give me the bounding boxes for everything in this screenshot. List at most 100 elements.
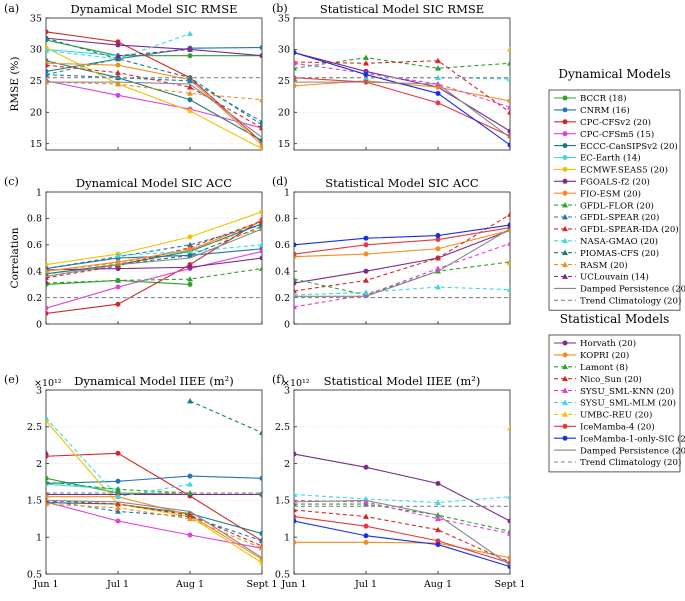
x-tick-label: Jul 1 — [106, 579, 129, 590]
series-cnrm-line — [46, 475, 262, 485]
series-fio-esm-line — [46, 496, 262, 560]
series-ecmwf-seas5-line — [46, 211, 262, 266]
legend-label: RASM (20) — [580, 260, 628, 271]
legend-label: FIO-ESM (20) — [580, 188, 641, 199]
series-lamont-line — [294, 503, 510, 532]
series-eccc-cansipsv2-line — [46, 502, 262, 535]
legend-swatch-point — [562, 155, 568, 160]
series-horvath-line — [294, 229, 510, 284]
series-nico-sun-point — [434, 254, 442, 261]
series-nasa-gmao-point — [46, 47, 50, 54]
series-icemamba-1-only-sic-point — [363, 72, 369, 78]
series-nico-sun-point — [362, 277, 370, 283]
y-scale-label: ×10¹² — [282, 378, 310, 389]
chart-panel-5: 0.5 1 1.5 2 2.5 3 Jun 1 Jul 1 Aug 1 Sept 1 Dynamic… — [4, 373, 278, 590]
series-kopri-point — [507, 555, 510, 561]
series-icemamba-1-only-sic-line — [294, 224, 510, 246]
y-tick-label: 3 — [36, 385, 42, 396]
y-tick-label: 0.5 — [27, 569, 42, 580]
series-piomas-cfs-point — [258, 429, 262, 436]
x-tick-label: Aug 1 — [423, 579, 452, 590]
legend-statistical: Statistical Models Horvath (20)KOPRI (20)… — [548, 312, 685, 473]
series-icemamba-1-only-sic-point — [507, 222, 510, 228]
series-rasm-point — [258, 96, 262, 103]
series-damped-persistence-line — [294, 81, 510, 138]
y-tick-label: 2 — [284, 459, 290, 470]
series-rasm — [46, 225, 262, 274]
series-gfdl-flor-point — [258, 265, 262, 271]
series-cnrm-point — [187, 473, 193, 479]
panel-label: (a) — [4, 2, 19, 15]
legend-label: ECCC-CanSIPSv2 (20) — [580, 141, 678, 152]
series-icemamba-4-point — [294, 251, 297, 257]
series-icemamba-1-only-sic-point — [363, 235, 369, 241]
series-horvath-point — [363, 464, 369, 470]
series-lamont-point — [294, 65, 298, 71]
series-sysu-sml-knn-point — [294, 60, 298, 66]
series-nico-sun-line — [294, 509, 510, 563]
legend-label: PIOMAS-CFS (20) — [580, 248, 659, 259]
y-tick-label: 2 — [36, 459, 42, 470]
series-rasm-line — [46, 503, 262, 549]
series-sysu-sml-knn-point — [506, 530, 510, 536]
series-sysu-sml-mlm — [294, 491, 510, 505]
legend-swatch-point — [562, 178, 568, 184]
legend-item-sysu-sml-mlm-20-: SYSU_SML-MLM (20) — [554, 398, 676, 409]
chart-panel-4: 0 0.2 0.4 0.6 0.8 1 Statistical Model SIC ACC (… — [272, 175, 511, 330]
series-uclouvain-point — [46, 278, 50, 285]
series-icemamba-4 — [294, 514, 510, 566]
series-gfdl-flor-point — [114, 277, 122, 283]
y-tick-label: 2.5 — [27, 422, 42, 433]
series-sysu-sml-knn-point — [434, 515, 442, 522]
series-icemamba-1-only-sic-point — [294, 518, 297, 524]
legend-label: Nico_Sun (20) — [580, 374, 642, 385]
legend-swatch-point — [561, 375, 569, 382]
series-layer — [294, 211, 510, 310]
series-cpc-cfsm5-point — [115, 284, 121, 290]
legend-label: GFDL-SPEAR (20) — [580, 212, 659, 223]
legend-label: Damped Persistence (20) — [580, 445, 685, 456]
chart-panel-3: 0 0.2 0.4 0.6 0.8 1 Dynamical Model SIC ACC Cor… — [4, 175, 263, 330]
series-gfdl-spear-point — [114, 508, 122, 514]
series-cnrm-point — [259, 45, 262, 51]
chart-panel-1: 15 20 25 30 35 Dynamical Model SIC RMSE RMSE (… — [4, 2, 263, 151]
series-cpc-cfsv2-line — [46, 219, 262, 314]
chart-panel-2: 15 20 25 30 35 Statistical Model SIC RMSE (b) — [272, 2, 511, 151]
chart-title: Statistical Model IIEE (m²) — [324, 374, 481, 388]
series-ecmwf-seas5 — [46, 209, 262, 268]
series-rasm-point — [258, 225, 262, 232]
y-tick-label: 20 — [30, 108, 42, 119]
legend-swatch-point — [562, 435, 568, 441]
series-fio-esm-point — [259, 556, 262, 562]
x-tick-label: Jun 1 — [32, 579, 58, 590]
series-damped-persistence — [46, 81, 262, 138]
series-piomas-cfs-line — [46, 37, 262, 126]
legend-label: GFDL-FLOR (20) — [580, 200, 654, 211]
series-damped-persistence-line — [46, 81, 262, 138]
legend-item-damped-persistence-20-: Damped Persistence (20) — [554, 445, 685, 456]
series-fgoals-f2-point — [259, 53, 262, 59]
series-sysu-sml-mlm-line — [294, 286, 510, 296]
series-gfdl-spear-point — [258, 537, 262, 544]
chart-title: Dynamical Model SIC ACC — [76, 176, 232, 190]
series-gfdl-flor-point — [46, 478, 50, 485]
legend-box — [548, 334, 681, 473]
y-tick-label: 30 — [30, 45, 42, 56]
series-piomas-cfs-point — [258, 121, 262, 128]
y-tick-label: 0.6 — [27, 240, 42, 251]
series-icemamba-4-point — [294, 514, 297, 520]
y-tick-label: 1.5 — [27, 496, 42, 507]
series-ec-earth-line — [46, 48, 119, 57]
series-horvath-line — [294, 52, 510, 132]
legend-swatch-point — [561, 201, 569, 208]
legend-swatch-point — [562, 166, 568, 172]
series-icemamba-1-only-sic-point — [435, 233, 441, 239]
series-cpc-cfsv2-point — [46, 29, 49, 35]
series-fio-esm-point — [46, 494, 49, 500]
series-uclouvain-point — [114, 52, 122, 59]
series-gfdl-spear-point — [46, 71, 50, 77]
series-layer — [46, 397, 262, 566]
series-nico-sun-point — [434, 57, 442, 64]
legend-swatch-point — [561, 399, 569, 405]
y-tick-label: 0.2 — [27, 293, 42, 304]
